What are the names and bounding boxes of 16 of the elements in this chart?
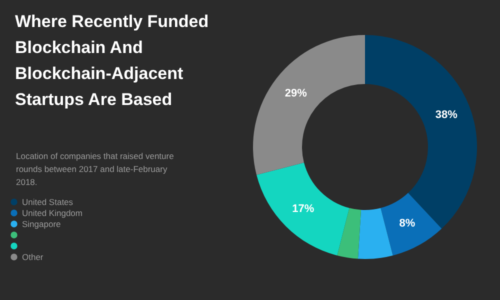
donut-slice bbox=[256, 162, 350, 256]
donut-slice bbox=[337, 208, 362, 259]
data-label: 17% bbox=[292, 202, 314, 215]
data-label: 8% bbox=[399, 218, 416, 230]
data-label: 38% bbox=[435, 108, 458, 121]
donut-slice bbox=[365, 35, 477, 229]
legend-label: Other bbox=[22, 252, 44, 262]
text: Where Recently Funded Blockchain And Blockchain-Adjacent Startups Are Based bbox=[15, 12, 209, 109]
text: Location of companies that raised venture rounds between 2017 and late-February 2018. bbox=[16, 151, 174, 187]
donut-slice bbox=[358, 208, 393, 259]
legend-label: Singapore bbox=[22, 219, 62, 229]
data-label: 29% bbox=[284, 87, 308, 100]
legend-label: United Kingdom bbox=[22, 208, 82, 218]
legend-label: United States bbox=[22, 197, 74, 207]
donut-slice bbox=[253, 35, 365, 175]
donut-slice bbox=[380, 192, 442, 256]
